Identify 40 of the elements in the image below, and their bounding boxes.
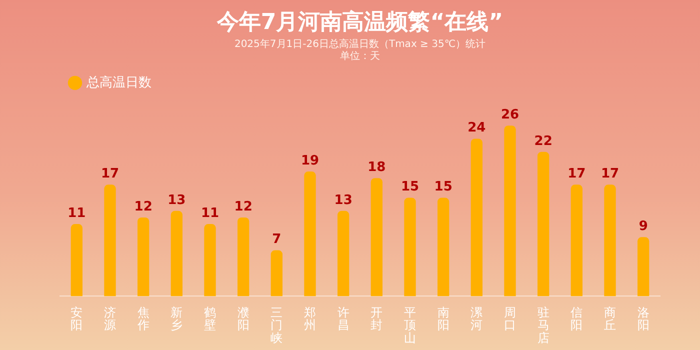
x-tick-label: 开封 — [370, 306, 383, 332]
x-tick-label: 新乡 — [170, 306, 183, 332]
x-tick-label: 许昌 — [337, 306, 350, 332]
x-tick-label: 漯河 — [470, 306, 483, 332]
x-tick-label: 平顶山 — [404, 306, 416, 345]
x-tick-label: 三门峡 — [270, 306, 283, 345]
x-tick-label: 商丘 — [604, 306, 616, 332]
data-label: 13 — [334, 192, 352, 208]
data-label: 15 — [400, 180, 420, 195]
data-label: 15 — [434, 180, 452, 195]
x-tick-label: 洛阳 — [637, 306, 650, 332]
chart-title: 今年7月河南高温频繁“在线” — [216, 8, 504, 35]
data-label: 11 — [200, 206, 220, 221]
legend-label: 总高温日数 — [86, 74, 152, 90]
text: 单位：天 — [340, 50, 380, 62]
data-label: 17 — [568, 166, 586, 182]
data-label: 12 — [234, 199, 252, 214]
x-tick-label: 济源 — [104, 306, 116, 332]
x-tick-label: 驻马店 — [537, 306, 550, 345]
x-tick-label: 周口 — [504, 306, 516, 332]
data-label: 17 — [100, 166, 120, 182]
data-label: 18 — [368, 160, 386, 175]
data-label: 22 — [534, 134, 552, 149]
x-tick-label: 焦作 — [136, 306, 150, 332]
data-label: 9 — [638, 219, 648, 234]
data-label: 19 — [300, 153, 320, 168]
x-tick-label: 南阳 — [437, 306, 450, 332]
x-tick-label: 郑州 — [304, 306, 316, 332]
x-tick-label: 安阳 — [70, 306, 83, 332]
data-label: 24 — [468, 120, 486, 136]
x-tick-label: 濮阳 — [237, 306, 250, 332]
data-label: 17 — [600, 166, 620, 182]
data-label: 13 — [168, 192, 186, 208]
x-tick-label: 信阳 — [570, 306, 583, 332]
data-label: 7 — [272, 232, 282, 248]
data-label: 11 — [68, 206, 86, 221]
x-tick-label: 鹤壁 — [204, 306, 216, 332]
data-label: 26 — [500, 108, 520, 123]
chart-subtitle: 2025年7月1日-26日总高温日数（Tmax ≥ 35℃）统计 — [234, 38, 486, 50]
data-label: 12 — [134, 199, 152, 214]
